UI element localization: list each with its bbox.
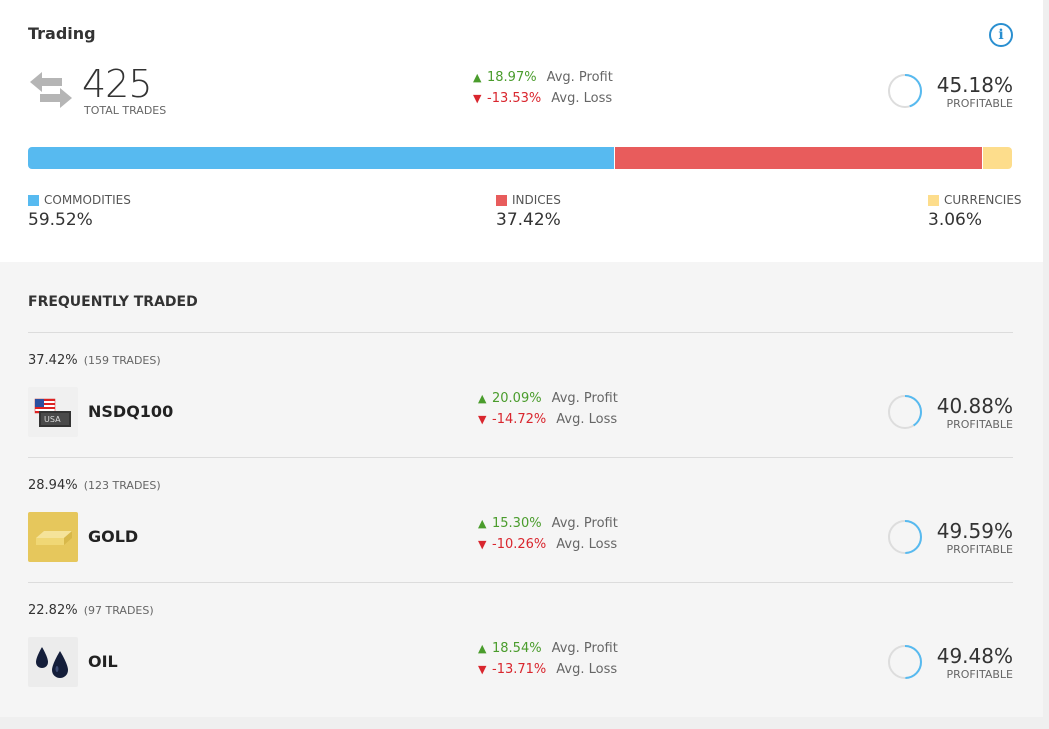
divider xyxy=(28,332,1013,333)
avg-loss-value: -13.71% xyxy=(492,662,547,677)
avg-profit-label: Avg. Profit xyxy=(551,641,618,656)
avg-profit-row: ▲ 18.54% Avg. Profit xyxy=(478,638,618,659)
divider xyxy=(28,582,1013,583)
nsdq100-profitable-block: 40.88% PROFITABLE xyxy=(937,394,1013,432)
avg-loss-label: Avg. Loss xyxy=(556,537,618,552)
nsdq100-profitable-ring xyxy=(887,394,923,430)
currencies-segment[interactable] xyxy=(981,147,1012,169)
profitable-block: 45.18% PROFITABLE xyxy=(937,73,1013,111)
gold-profitable-ring xyxy=(887,519,923,555)
oil-profit-loss: ▲ 18.54% Avg. Profit ▼ -13.71% Avg. Loss xyxy=(478,638,618,680)
arrow-up-icon: ▲ xyxy=(478,517,487,530)
exchange-arrows-icon xyxy=(30,72,72,108)
avg-loss-row: ▼ -13.71% Avg. Loss xyxy=(478,659,618,680)
arrow-up-icon: ▲ xyxy=(473,71,482,84)
gold-profit-loss: ▲ 15.30% Avg. Profit ▼ -10.26% Avg. Loss xyxy=(478,513,618,555)
commodities-segment[interactable] xyxy=(28,147,614,169)
oil-profitable-ring xyxy=(887,644,923,680)
profitable-label: PROFITABLE xyxy=(946,97,1013,110)
avg-profit-label: Avg. Profit xyxy=(546,70,613,85)
currencies-value: 3.06% xyxy=(928,210,983,230)
arrow-down-icon: ▼ xyxy=(478,413,487,426)
indices-segment[interactable] xyxy=(613,147,982,169)
avg-profit-value: 18.97% xyxy=(487,70,537,85)
nsdq100-name[interactable]: NSDQ100 xyxy=(88,402,174,421)
usa-flag-icon[interactable]: USA xyxy=(28,387,78,437)
avg-loss-row: ▼ -14.72% Avg. Loss xyxy=(478,409,618,430)
currencies-label: CURRENCIES xyxy=(944,193,1022,207)
gold-profitable-block: 49.59% PROFITABLE xyxy=(937,519,1013,557)
indices-swatch xyxy=(496,194,507,206)
avg-profit-row: ▲ 20.09% Avg. Profit xyxy=(478,388,618,409)
commodities-swatch xyxy=(28,194,39,206)
avg-profit-value: 20.09% xyxy=(492,391,542,406)
profitable-ring-icon xyxy=(888,74,922,108)
avg-profit-label: Avg. Profit xyxy=(551,391,618,406)
gold-bar-icon[interactable] xyxy=(28,512,78,562)
avg-loss-value: -13.53% xyxy=(487,91,542,106)
legend-indices: INDICES 37.42% xyxy=(496,193,561,230)
gold-share-value: 28.94% xyxy=(28,478,78,493)
arrow-down-icon: ▼ xyxy=(478,538,487,551)
trading-summary-card: Trading i 425 TOTAL TRADES ▲ 18.97% Avg.… xyxy=(0,0,1043,262)
svg-text:USA: USA xyxy=(44,415,61,424)
frequently-traded-section: FREQUENTLY TRADED 37.42% (159 TRADES) US… xyxy=(0,262,1043,717)
nsdq100-trades: (159 TRADES) xyxy=(83,354,161,367)
indices-value: 37.42% xyxy=(496,210,561,230)
total-trades-value: 425 xyxy=(82,62,153,106)
currencies-swatch xyxy=(928,194,939,206)
divider xyxy=(28,457,1013,458)
oil-name[interactable]: OIL xyxy=(88,652,118,671)
legend-commodities: COMMODITIES 59.52% xyxy=(28,193,131,230)
info-icon[interactable]: i xyxy=(989,23,1013,47)
legend-currencies: CURRENCIES 3.06% xyxy=(928,193,1022,230)
trading-title: Trading xyxy=(28,24,96,43)
arrow-up-icon: ▲ xyxy=(478,642,487,655)
profitable-value: 49.48% xyxy=(936,644,1013,668)
oil-trades: (97 TRADES) xyxy=(83,604,154,617)
avg-profit-value: 18.54% xyxy=(492,641,542,656)
oil-drops-icon[interactable] xyxy=(28,637,78,687)
avg-loss-label: Avg. Loss xyxy=(556,412,618,427)
asset-class-bar xyxy=(28,147,1012,169)
nsdq100-profit-loss: ▲ 20.09% Avg. Profit ▼ -14.72% Avg. Loss xyxy=(478,388,618,430)
indices-label: INDICES xyxy=(512,193,561,207)
avg-loss-value: -10.26% xyxy=(492,537,547,552)
oil-share: 22.82% (97 TRADES) xyxy=(28,603,154,618)
profitable-ring xyxy=(887,73,923,109)
total-trades-label: TOTAL TRADES xyxy=(84,104,167,117)
commodities-value: 59.52% xyxy=(28,210,93,230)
commodities-label: COMMODITIES xyxy=(44,193,131,207)
profitable-value: 40.88% xyxy=(936,394,1013,418)
avg-loss-label: Avg. Loss xyxy=(551,91,613,106)
avg-loss-value: -14.72% xyxy=(492,412,547,427)
avg-profit-row: ▲ 15.30% Avg. Profit xyxy=(478,513,618,534)
profitable-ring-icon xyxy=(888,520,922,554)
arrow-down-icon: ▼ xyxy=(478,663,487,676)
avg-profit-value: 15.30% xyxy=(492,516,542,531)
arrow-down-icon: ▼ xyxy=(473,92,482,105)
avg-loss-label: Avg. Loss xyxy=(556,662,618,677)
summary-profit-loss: ▲ 18.97% Avg. Profit ▼ -13.53% Avg. Loss xyxy=(473,67,613,109)
avg-profit-label: Avg. Profit xyxy=(551,516,618,531)
profitable-value: 49.59% xyxy=(936,519,1013,543)
nsdq100-share: 37.42% (159 TRADES) xyxy=(28,353,161,368)
profitable-label: PROFITABLE xyxy=(946,543,1013,556)
profitable-label: PROFITABLE xyxy=(946,668,1013,681)
nsdq100-share-value: 37.42% xyxy=(28,353,78,368)
profitable-ring-icon xyxy=(888,645,922,679)
frequently-traded-title: FREQUENTLY TRADED xyxy=(28,294,198,310)
avg-loss-row: ▼ -10.26% Avg. Loss xyxy=(478,534,618,555)
gold-trades: (123 TRADES) xyxy=(83,479,161,492)
oil-share-value: 22.82% xyxy=(28,603,78,618)
gold-name[interactable]: GOLD xyxy=(88,527,139,546)
profitable-label: PROFITABLE xyxy=(946,418,1013,431)
gold-share: 28.94% (123 TRADES) xyxy=(28,478,161,493)
oil-profitable-block: 49.48% PROFITABLE xyxy=(937,644,1013,682)
profitable-value: 45.18% xyxy=(936,73,1013,97)
avg-loss-row: ▼ -13.53% Avg. Loss xyxy=(473,88,613,109)
profitable-ring-icon xyxy=(888,395,922,429)
avg-profit-row: ▲ 18.97% Avg. Profit xyxy=(473,67,613,88)
arrow-up-icon: ▲ xyxy=(478,392,487,405)
